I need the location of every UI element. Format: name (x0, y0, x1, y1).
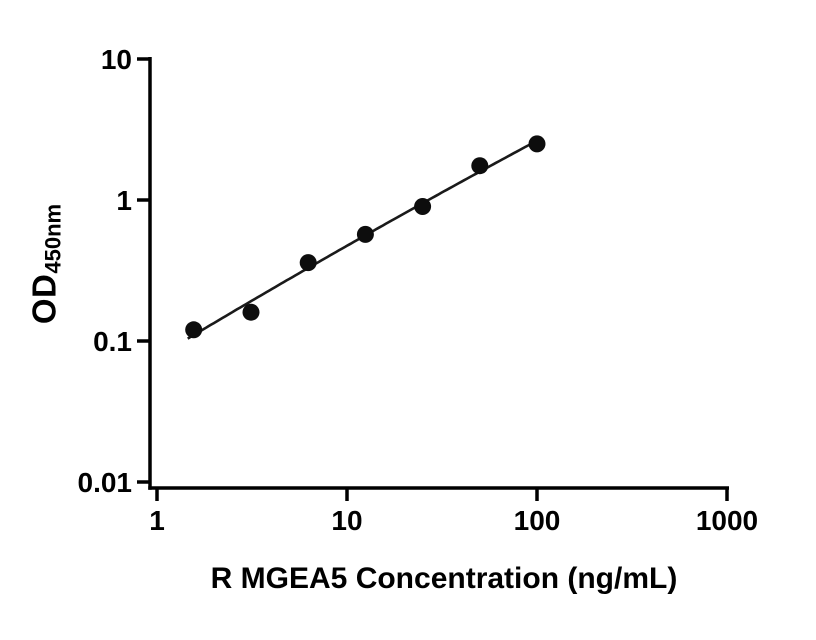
y-tick-label: 10 (101, 44, 132, 75)
x-tick-label: 1000 (696, 505, 758, 536)
data-point (471, 157, 489, 175)
x-axis-title: R MGEA5 Concentration (ng/mL) (210, 562, 678, 595)
x-tick-label: 10 (331, 505, 362, 536)
data-point (299, 254, 317, 272)
data-point (528, 135, 546, 153)
y-tick-label: 1 (116, 185, 132, 216)
x-tick-label: 100 (514, 505, 561, 536)
data-point (356, 225, 374, 243)
data-point (414, 198, 432, 215)
y-axis-title-subscript: 450nm (40, 203, 66, 274)
y-axis-title: OD450nm (26, 204, 67, 324)
y-tick-label: 0.1 (93, 326, 132, 357)
data-point (242, 303, 260, 321)
y-tick-label: 0.01 (78, 467, 133, 498)
x-tick-label: 1 (149, 505, 165, 536)
data-point (185, 321, 203, 339)
y-axis-title-main: OD (25, 273, 63, 325)
